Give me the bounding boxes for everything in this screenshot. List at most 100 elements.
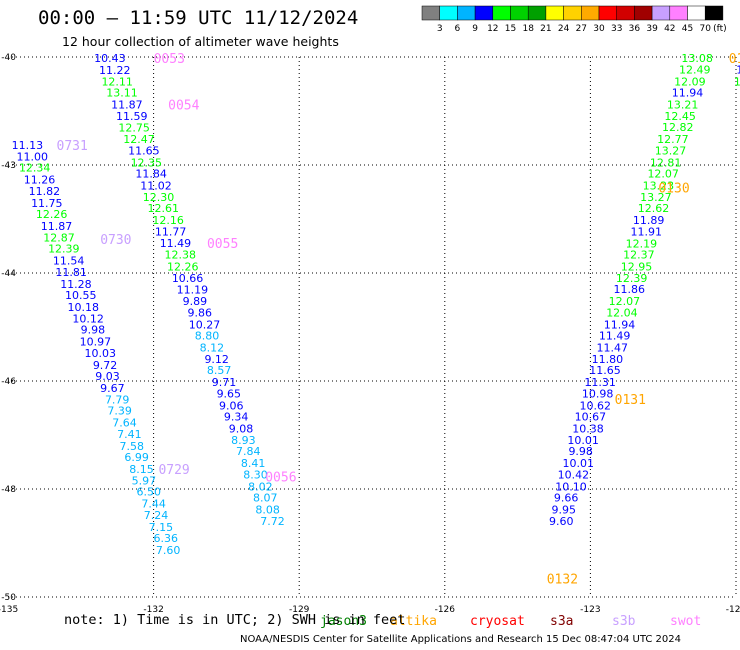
data-point-label: 12.77 — [657, 133, 689, 146]
colorbar-tick-label: 9 — [472, 24, 478, 34]
data-point-label: 10.38 — [572, 423, 604, 436]
data-point-label: 11.94 — [672, 87, 704, 100]
data-point-label: 8.15 — [129, 463, 154, 476]
x-tick-label: -129 — [289, 605, 310, 615]
y-tick-label: -43 — [1, 161, 16, 171]
data-point-label: 12.16 — [152, 214, 184, 227]
data-point-label: 10.98 — [582, 387, 614, 400]
data-point-label: 11.49 — [599, 330, 631, 343]
data-point-label: 11.31 — [584, 376, 616, 389]
colorbar-tick-label: 33 — [611, 24, 622, 34]
colorbar-swatch — [527, 5, 547, 21]
data-point-label: 7.58 — [120, 440, 145, 453]
data-point-label: 11 — [736, 63, 740, 76]
data-point-label: 12.26 — [167, 261, 199, 274]
data-point-label: 7.24 — [144, 509, 169, 522]
data-point-label: 12.45 — [664, 110, 696, 123]
data-point-label: 9.66 — [554, 492, 579, 505]
colorbar-swatch — [581, 5, 600, 21]
pass-time-label: 01 — [729, 52, 740, 67]
data-point-label: 11.91 — [630, 225, 662, 238]
data-point-label: 12.75 — [118, 122, 150, 135]
data-point-label: 9.06 — [219, 399, 244, 412]
data-point-label: 11.75 — [31, 197, 63, 210]
data-point-label: 11.65 — [589, 364, 621, 377]
colorbar-tick-label: 27 — [576, 24, 587, 34]
legend-entry-swot: swot — [670, 614, 701, 629]
data-point-label: 13.27 — [640, 191, 672, 204]
data-point-label: 11.26 — [24, 174, 56, 187]
data-point-label: 13.27 — [655, 144, 687, 157]
x-tick-label: -120 — [726, 605, 740, 615]
colorbar-swatch — [510, 5, 529, 21]
colorbar-tick-label: 45 — [682, 24, 693, 34]
data-point-label: 11.81 — [55, 266, 87, 279]
colorbar-tick-label: 30 — [593, 24, 605, 34]
data-point-label: 12.87 — [43, 231, 75, 244]
data-point-label: 6.36 — [153, 532, 178, 545]
data-point-label: 12.81 — [650, 156, 682, 169]
data-point-label: 11.59 — [116, 110, 148, 123]
page-subtitle: 12 hour collection of altimeter wave hei… — [62, 34, 339, 49]
data-point-label: 12.62 — [638, 202, 670, 215]
colorbar-swatch — [545, 5, 564, 21]
data-point-label: 9.08 — [229, 423, 254, 436]
data-point-label: 8.12 — [200, 342, 225, 355]
data-point-label: 8.08 — [255, 504, 280, 517]
data-point-label: 12.47 — [123, 133, 155, 146]
data-point-label: 10.43 — [94, 52, 126, 65]
data-point-label: 11.49 — [160, 237, 192, 250]
footer-credit: NOAA/NESDIS Center for Satellite Applica… — [240, 634, 682, 645]
colorbar-swatch — [669, 5, 688, 21]
data-point-label: 11.65 — [128, 144, 160, 157]
pass-time-label: 0132 — [547, 573, 578, 588]
data-point-label: 11.87 — [41, 220, 73, 233]
data-point-label: 12.39 — [48, 243, 80, 256]
data-point-label: 10.55 — [65, 289, 97, 302]
data-point-label: 12 — [734, 75, 740, 88]
data-point-label: 11.77 — [155, 225, 187, 238]
pass-time-label: 0729 — [158, 463, 189, 478]
data-point-label: 12.04 — [606, 306, 638, 319]
data-point-label: 5.97 — [132, 474, 157, 487]
data-point-label: 7.72 — [260, 515, 285, 528]
colorbar-swatch — [439, 5, 458, 21]
data-point-label: 9.98 — [568, 445, 593, 458]
data-point-label: 12.11 — [101, 75, 133, 88]
page-title: 00:00 — 11:59 UTC 11/12/2024 — [38, 7, 359, 29]
legend-entry-altika: altika — [390, 614, 437, 629]
x-tick-label: -135 — [0, 605, 18, 615]
y-tick-label: -48 — [1, 485, 16, 495]
pass-time-label: 0730 — [100, 233, 131, 248]
legend-entry-jason3: jason3 — [320, 614, 367, 629]
data-point-label: 9.60 — [549, 515, 574, 528]
data-point-label: 10.27 — [189, 318, 221, 331]
data-point-label: 8.41 — [241, 457, 266, 470]
data-point-label: 10.42 — [558, 468, 590, 481]
data-point-label: 9.71 — [212, 376, 237, 389]
data-point-label: 11.13 — [12, 139, 44, 152]
y-tick-label: -40 — [1, 53, 16, 63]
colorbar-swatch — [598, 5, 617, 21]
data-point-label: 12.82 — [662, 121, 694, 134]
data-point-label: 12.19 — [626, 237, 658, 250]
data-point-label: 9.67 — [100, 382, 125, 395]
colorbar-unit-label: (ft) — [713, 24, 727, 34]
data-point-label: 7.79 — [105, 393, 130, 406]
colorbar-swatch — [616, 5, 635, 21]
data-point-label: 8.80 — [195, 330, 220, 343]
data-point-label: 10.62 — [580, 399, 612, 412]
data-point-label: 11.87 — [111, 99, 143, 112]
y-tick-label: -50 — [1, 593, 16, 603]
data-point-label: 11.47 — [596, 342, 628, 355]
data-point-label: 13.11 — [106, 87, 138, 100]
legend-entry-s3a: s3a — [550, 614, 573, 629]
data-point-label: 9.72 — [93, 359, 118, 372]
colorbar-tick-label: 36 — [629, 24, 641, 34]
pass-time-label: 0130 — [658, 182, 689, 197]
data-point-label: 11.84 — [135, 168, 167, 181]
data-point-label: 12.38 — [165, 249, 197, 262]
colorbar-tick-label: 3 — [437, 24, 443, 34]
data-point-label: 7.60 — [156, 544, 181, 557]
